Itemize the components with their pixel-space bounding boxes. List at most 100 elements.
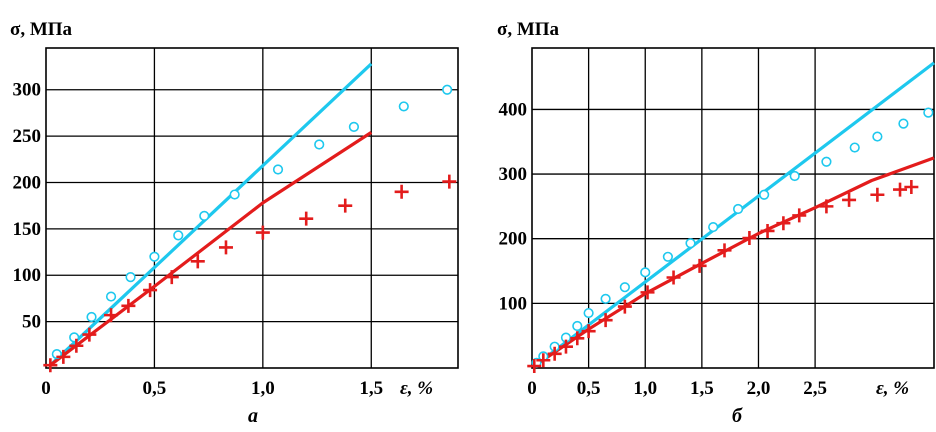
x-tick-label: 2,5 — [803, 378, 827, 399]
y-tick-label: 50 — [22, 312, 41, 333]
data-point-cross — [299, 211, 314, 226]
data-point-circle — [125, 272, 136, 283]
series-line — [49, 131, 373, 367]
y-tick-label: 250 — [13, 126, 42, 147]
series-circle-blue — [51, 84, 453, 360]
data-point-cross — [43, 358, 58, 373]
data-point-circle — [86, 311, 97, 323]
data-point-cross — [255, 225, 270, 240]
x-axis-label: ε, % — [400, 378, 433, 399]
x-axis-label: ε, % — [876, 378, 909, 399]
x-tick-label: 1,5 — [690, 378, 714, 399]
y-tick-label: 100 — [499, 293, 528, 314]
x-tick-label: 1,5 — [359, 378, 383, 399]
y-tick-label: 150 — [13, 219, 42, 240]
series-line-red — [533, 156, 935, 368]
data-point-circle — [821, 156, 832, 167]
data-point-cross — [527, 359, 542, 374]
panel-label: б — [732, 405, 743, 427]
data-point-cross — [870, 187, 885, 202]
panel-label: а — [248, 405, 258, 427]
y-tick-label: 300 — [13, 80, 42, 101]
data-point-circle — [662, 251, 673, 262]
data-point-cross — [82, 327, 97, 342]
data-point-circle — [849, 142, 860, 153]
data-point-circle — [442, 84, 453, 95]
series-line-red — [49, 131, 373, 367]
y-tick-label: 100 — [13, 265, 42, 286]
data-point-circle — [348, 121, 360, 132]
series-line — [533, 61, 935, 368]
chart-panel-b: σ, МПа ε, % б 0 0,5 1,0 1,5 2,0 2,5 100 200 300 4… — [497, 19, 935, 427]
series-cross-red — [527, 179, 919, 374]
data-point-circle — [272, 164, 284, 175]
series-line — [533, 156, 935, 368]
data-point-circle — [149, 251, 160, 262]
data-point-cross — [617, 299, 632, 314]
data-point-cross — [666, 270, 681, 285]
y-tick-label: 400 — [499, 99, 528, 120]
grid — [532, 48, 934, 368]
data-point-circle — [923, 107, 934, 118]
data-point-cross — [536, 353, 551, 368]
x-tick-label: 0,5 — [577, 378, 601, 399]
x-tick-label: 1,0 — [633, 378, 657, 399]
data-point-circle — [640, 267, 651, 278]
series-line-blue — [49, 62, 373, 367]
data-point-cross — [640, 285, 655, 300]
x-tick-label: 0,5 — [143, 378, 167, 399]
data-point-cross — [164, 270, 179, 285]
series-line-blue — [533, 61, 935, 368]
data-point-circle — [708, 221, 719, 233]
grid — [46, 48, 458, 368]
data-point-cross — [598, 313, 613, 328]
data-point-cross — [904, 179, 919, 194]
y-tick-label: 200 — [499, 229, 528, 250]
data-point-cross — [143, 283, 158, 298]
data-point-cross — [558, 339, 573, 354]
data-point-cross — [547, 346, 562, 361]
series-line — [49, 62, 373, 367]
data-point-cross — [69, 338, 84, 353]
data-point-circle — [314, 139, 325, 150]
series-circle-blue — [531, 107, 934, 368]
y-tick-label: 300 — [499, 164, 528, 185]
data-point-cross — [893, 182, 908, 197]
data-point-cross — [218, 240, 233, 255]
data-point-circle — [759, 189, 770, 200]
data-point-cross — [842, 192, 857, 207]
data-point-cross — [394, 184, 409, 199]
data-point-circle — [619, 282, 630, 293]
data-point-circle — [572, 320, 583, 332]
data-point-cross — [570, 331, 585, 346]
series-cross-red — [43, 174, 457, 373]
x-tick-label: 0 — [527, 378, 537, 399]
data-point-cross — [581, 324, 596, 339]
x-tick-label: 2,0 — [747, 378, 771, 399]
y-axis-label: σ, МПа — [497, 19, 560, 40]
data-point-circle — [583, 307, 594, 319]
data-point-circle — [732, 203, 744, 215]
y-axis-label: σ, МПа — [10, 19, 73, 40]
data-point-cross — [819, 199, 834, 214]
data-point-cross — [338, 198, 353, 213]
data-point-circle — [173, 230, 184, 241]
x-tick-label: 0 — [41, 378, 51, 399]
data-point-cross — [121, 298, 136, 313]
data-point-circle — [898, 118, 909, 129]
data-point-cross — [760, 223, 775, 238]
data-point-circle — [229, 189, 240, 200]
data-point-circle — [105, 291, 117, 302]
data-point-circle — [398, 101, 409, 112]
data-point-circle — [685, 238, 696, 249]
data-point-circle — [789, 170, 800, 182]
data-point-cross — [104, 308, 119, 323]
data-point-cross — [717, 243, 732, 258]
data-point-circle — [872, 131, 883, 142]
plot-frame — [45, 47, 459, 369]
chart-panel-a: σ, МПа ε, % а 0 0,5 1,0 1,5 50 100 150 200 250 30… — [10, 19, 459, 427]
y-tick-label: 200 — [13, 172, 42, 193]
data-point-cross — [692, 258, 707, 273]
plot-frame — [531, 47, 935, 369]
